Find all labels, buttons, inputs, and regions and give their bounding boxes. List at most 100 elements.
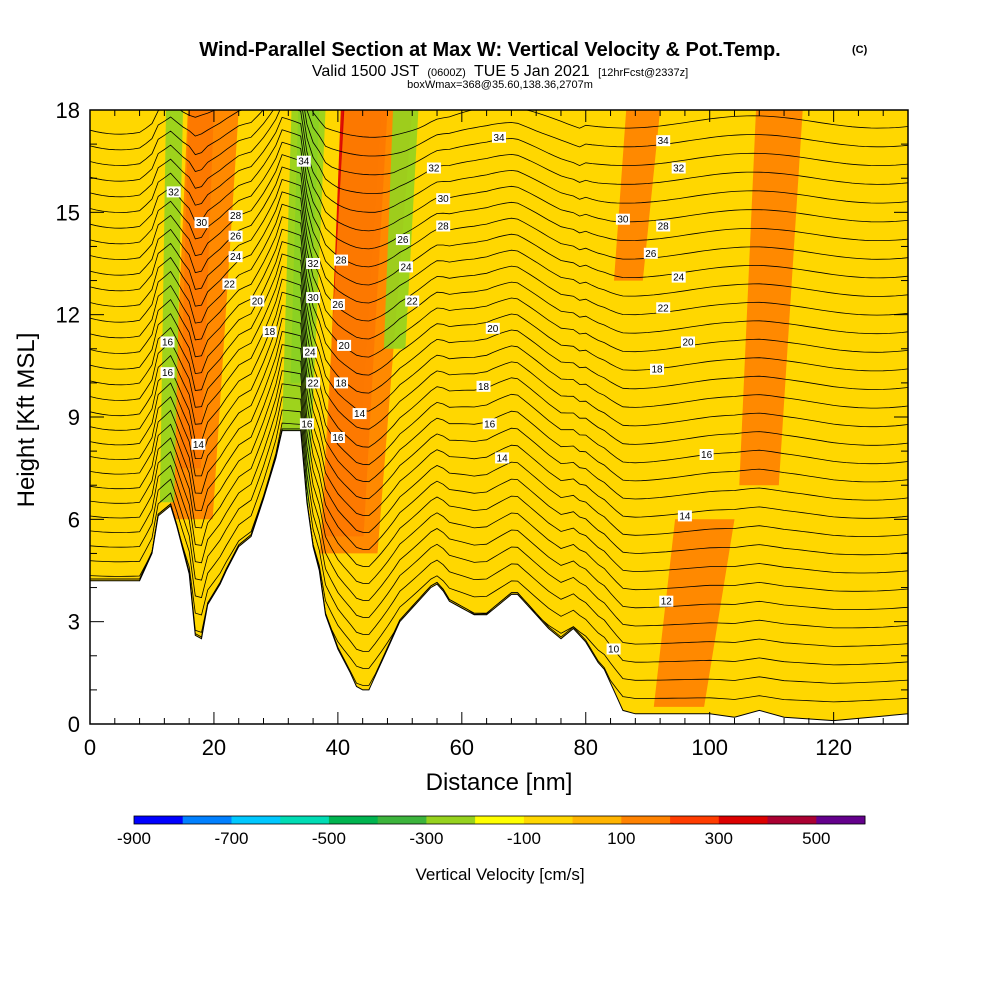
isentrope-line [90, 116, 908, 232]
contour-label: 28 [436, 220, 451, 233]
svg-text:20: 20 [487, 324, 499, 335]
svg-text:30: 30 [438, 194, 450, 205]
isentrope-line [90, 265, 908, 448]
isentrope-line [90, 291, 908, 483]
contour-label: 16 [160, 336, 175, 349]
svg-text:14: 14 [193, 440, 205, 451]
x-tick-label: 0 [84, 735, 96, 760]
vv-region [739, 110, 803, 486]
x-tick-label: 40 [326, 735, 350, 760]
svg-text:16: 16 [301, 419, 313, 430]
svg-text:18: 18 [264, 327, 276, 338]
isentrope-line [90, 344, 908, 556]
svg-text:28: 28 [658, 222, 670, 233]
colorbar-frame [133, 815, 866, 825]
chart-title: Wind-Parallel Section at Max W: Vertical… [199, 39, 780, 61]
isentrope-line [90, 422, 908, 666]
isentrope-line [90, 154, 908, 286]
contour-label: 14 [495, 452, 510, 464]
isentrope-line [90, 129, 908, 250]
potential-temperature-contours [90, 110, 908, 703]
contour-label: 32 [166, 186, 181, 198]
isentrope-line [90, 428, 908, 684]
contour-label: 16 [160, 367, 175, 379]
y-tick-label: 15 [56, 200, 80, 225]
colorbar-segment [523, 816, 574, 824]
colorbar-segment [621, 816, 671, 824]
y-tick-label: 3 [68, 610, 80, 635]
contour-label: 24 [671, 271, 686, 284]
contour-label: 16 [482, 418, 497, 430]
isentrope-line [90, 191, 908, 340]
svg-text:24: 24 [230, 252, 242, 263]
x-axis-label: Distance [nm] [426, 769, 573, 796]
subtitle-utc-time: (0600Z) [427, 67, 466, 79]
colorbar-segment [231, 816, 281, 824]
svg-text:18: 18 [651, 365, 663, 376]
y-tick-label: 9 [68, 405, 80, 430]
contour-label: 24 [399, 261, 413, 273]
chart-subtitle-box: boxWmax=368@35.60,138.36,2707m [407, 79, 593, 91]
svg-text:32: 32 [308, 259, 320, 270]
colorbar-tick-label: 300 [705, 829, 733, 848]
colorbar-segment [134, 816, 184, 824]
isentrope-line [90, 396, 908, 629]
y-tick-label: 6 [68, 507, 80, 532]
svg-text:34: 34 [298, 157, 310, 168]
svg-text:18: 18 [478, 382, 490, 393]
isentrope-line [90, 383, 908, 610]
contour-label: 26 [330, 298, 345, 311]
y-tick-label: 0 [68, 712, 80, 737]
contour-label: 34 [296, 155, 311, 168]
isentrope-line [90, 110, 908, 157]
colorbar-segment [182, 816, 232, 824]
contour-label: 18 [262, 326, 277, 338]
subtitle-forecast: [12hrFcst@2337z] [598, 67, 688, 79]
isentrope-line [90, 179, 908, 322]
svg-text:20: 20 [252, 297, 264, 308]
isentrope-line [90, 110, 908, 194]
colorbar-label: Vertical Velocity [cm/s] [415, 865, 584, 884]
svg-text:20: 20 [682, 338, 694, 349]
contour-label: 32 [306, 258, 321, 270]
svg-text:14: 14 [497, 453, 509, 464]
svg-text:26: 26 [332, 300, 344, 311]
colorbar-tick-label: -100 [507, 829, 541, 848]
isentrope-line [90, 241, 908, 412]
svg-text:28: 28 [335, 256, 347, 267]
svg-text:20: 20 [339, 341, 351, 352]
colorbar-segment [280, 816, 330, 824]
contour-label: 32 [671, 162, 686, 175]
subtitle-valid-time: Valid 1500 JST [312, 63, 420, 80]
colorbar-segment [718, 816, 768, 824]
svg-text:34: 34 [493, 133, 505, 144]
vv-region [614, 110, 661, 281]
contour-label: 14 [677, 510, 692, 522]
colorbar-segment [670, 816, 720, 824]
contour-label: 16 [699, 449, 714, 461]
colorbar-segment [328, 816, 379, 824]
vv-region [159, 110, 183, 503]
svg-text:14: 14 [354, 409, 366, 420]
contour-label: 22 [405, 295, 420, 308]
svg-text:30: 30 [617, 215, 629, 226]
contour-label: 18 [650, 363, 664, 376]
isentrope-line [90, 278, 908, 466]
colorbar-segment [377, 816, 427, 824]
contour-label: 30 [436, 193, 451, 205]
contour-label: 24 [228, 251, 243, 263]
contour-label: 14 [191, 438, 206, 451]
svg-text:24: 24 [400, 262, 412, 273]
isentrope-line [90, 409, 908, 647]
svg-text:16: 16 [701, 450, 713, 461]
contour-label: 34 [656, 135, 671, 147]
svg-text:34: 34 [658, 136, 670, 147]
svg-text:18: 18 [335, 378, 347, 389]
colorbar-tick-label: 100 [607, 829, 635, 848]
contour-label: 26 [395, 234, 410, 246]
contour-label: 16 [330, 432, 345, 444]
colorbar: -900 -700 -500 -300 -100 100 300 500 [117, 815, 866, 848]
contour-label: 30 [194, 217, 209, 229]
vv-region [383, 110, 419, 349]
svg-text:22: 22 [224, 280, 236, 291]
